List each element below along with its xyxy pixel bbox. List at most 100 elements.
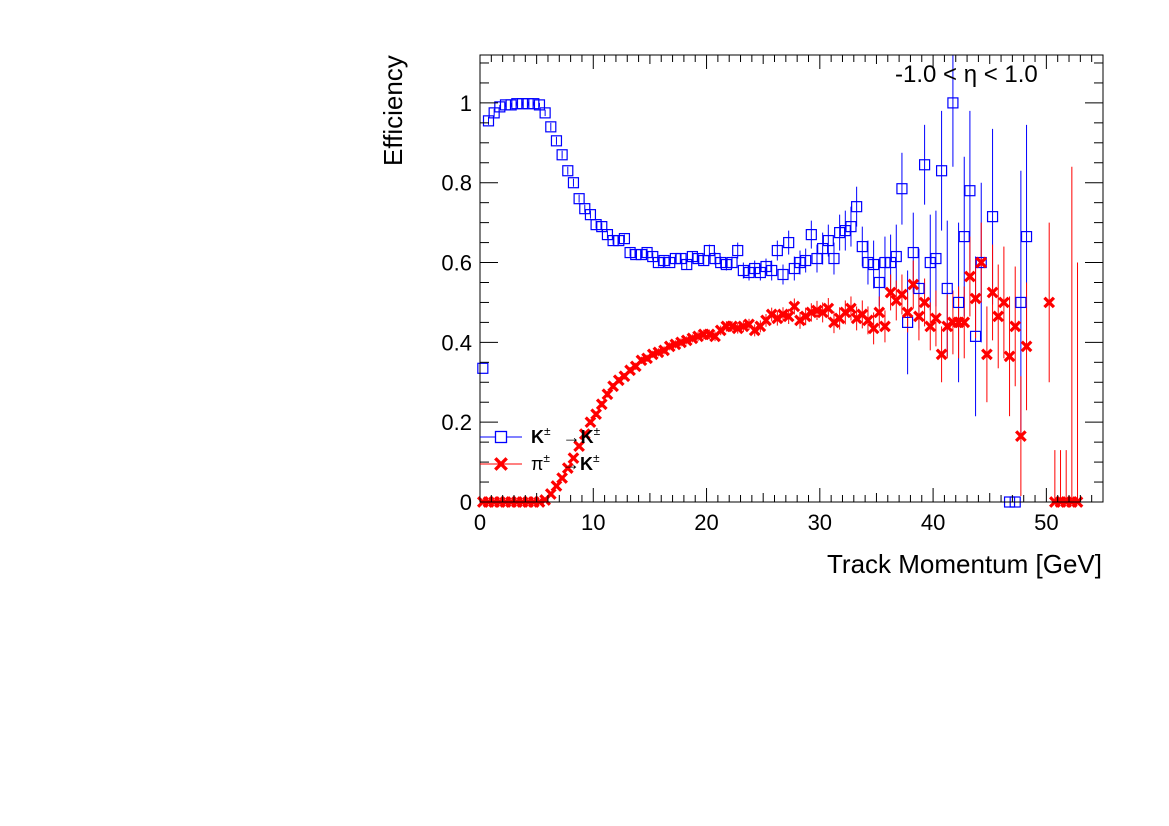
y-tick-label: 1 bbox=[460, 91, 472, 116]
y-axis-label: Efficiency bbox=[378, 55, 408, 166]
legend: K± →K± π± →K± bbox=[480, 424, 601, 474]
data-point-kaon bbox=[766, 264, 778, 277]
data-point-pion bbox=[884, 286, 897, 299]
data-point-pion bbox=[567, 452, 580, 464]
legend-label-kaon: K± →K± bbox=[531, 424, 601, 447]
data-point-kaon bbox=[624, 246, 636, 259]
legend-kaon-main: K bbox=[531, 427, 544, 447]
data-point-pion bbox=[1009, 320, 1022, 333]
data-point-kaon bbox=[839, 225, 851, 237]
data-point-kaon bbox=[828, 252, 840, 265]
data-markers bbox=[476, 97, 1084, 508]
data-point-kaon bbox=[482, 115, 495, 127]
data-point-pion bbox=[550, 480, 563, 492]
x-axis-label: Track Momentum [GeV] bbox=[827, 549, 1102, 579]
y-tick-label: 0.2 bbox=[441, 410, 472, 435]
x-tick-label: 50 bbox=[1034, 510, 1058, 535]
data-point-kaon bbox=[845, 221, 857, 233]
legend-pion-target: K bbox=[580, 454, 593, 474]
data-point-pion bbox=[573, 440, 585, 452]
data-point-pion bbox=[901, 306, 914, 319]
data-point-pion bbox=[975, 256, 988, 269]
data-point-pion bbox=[930, 312, 942, 325]
legend-kaon-target: K bbox=[581, 427, 594, 447]
data-point-kaon bbox=[947, 97, 959, 109]
data-point-kaon bbox=[771, 244, 783, 257]
data-point-kaon bbox=[1020, 230, 1033, 243]
data-point-kaon bbox=[879, 256, 891, 269]
legend-label-pion: π± →K± bbox=[531, 451, 600, 474]
data-point-kaon bbox=[930, 252, 942, 265]
data-point-pion bbox=[873, 306, 886, 319]
data-point-kaon bbox=[550, 135, 563, 147]
axis-ticks bbox=[479, 55, 1104, 503]
data-point-pion bbox=[992, 310, 1005, 323]
data-point-kaon bbox=[1015, 296, 1027, 309]
data-point-pion bbox=[590, 408, 602, 421]
data-point-kaon bbox=[698, 254, 710, 267]
x-tick-label: 20 bbox=[694, 510, 718, 535]
data-point-kaon bbox=[975, 256, 987, 269]
data-point-kaon bbox=[590, 219, 602, 231]
data-point-kaon bbox=[647, 250, 659, 263]
data-point-pion bbox=[862, 314, 874, 327]
data-point-kaon bbox=[800, 254, 812, 267]
data-point-kaon bbox=[794, 256, 806, 269]
data-point-kaon bbox=[630, 248, 642, 261]
y-tick-label: 0.4 bbox=[441, 330, 472, 355]
data-point-pion bbox=[969, 292, 982, 305]
data-point-kaon bbox=[567, 177, 580, 189]
data-point-kaon bbox=[873, 276, 885, 289]
legend-kaon-arrow: → bbox=[563, 427, 581, 447]
data-point-kaon bbox=[777, 268, 789, 281]
data-point-kaon bbox=[715, 256, 727, 269]
data-point-pion bbox=[924, 320, 937, 333]
data-point-kaon bbox=[924, 256, 936, 269]
data-point-kaon bbox=[969, 330, 982, 342]
data-point-kaon bbox=[834, 227, 846, 239]
data-point-kaon bbox=[556, 149, 568, 161]
data-point-kaon bbox=[732, 244, 744, 257]
data-point-kaon bbox=[505, 99, 517, 111]
legend-marker-kaon bbox=[494, 430, 508, 444]
data-point-kaon bbox=[805, 228, 817, 241]
data-point-pion bbox=[1015, 430, 1027, 443]
data-point-pion bbox=[879, 320, 891, 333]
x-tick-label: 10 bbox=[581, 510, 605, 535]
data-point-kaon bbox=[658, 254, 670, 267]
data-point-kaon bbox=[918, 159, 931, 171]
data-point-pion bbox=[1003, 350, 1016, 363]
legend-pion-main: π bbox=[531, 454, 543, 474]
data-point-kaon bbox=[522, 98, 534, 110]
data-point-kaon bbox=[749, 262, 761, 275]
data-point-kaon bbox=[511, 98, 523, 110]
data-point-pion bbox=[958, 316, 971, 329]
data-point-kaon bbox=[885, 256, 897, 269]
legend-kaon-target-sup: ± bbox=[594, 424, 601, 438]
data-point-pion bbox=[918, 296, 931, 309]
data-point-kaon bbox=[720, 258, 732, 271]
eta-range-annotation: -1.0 < η < 1.0 bbox=[895, 61, 1038, 88]
data-point-pion bbox=[788, 300, 801, 313]
data-point-kaon bbox=[754, 266, 766, 279]
data-point-kaon bbox=[856, 240, 868, 253]
data-point-kaon bbox=[902, 316, 914, 329]
data-point-kaon bbox=[584, 209, 597, 221]
legend-marker-pion bbox=[494, 457, 508, 471]
data-point-kaon bbox=[686, 250, 698, 263]
axis-tick-labels: 0 10 20 30 40 50 0 0.2 0.4 0.6 0.8 1 bbox=[441, 91, 1058, 535]
data-point-kaon bbox=[760, 260, 772, 273]
y-tick-label: 0.8 bbox=[441, 171, 472, 196]
data-point-kaon bbox=[726, 256, 738, 269]
data-point-pion bbox=[896, 288, 908, 301]
data-point-kaon bbox=[817, 242, 829, 255]
data-point-kaon bbox=[851, 201, 863, 213]
data-point-pion bbox=[782, 310, 795, 323]
data-point-kaon bbox=[703, 244, 715, 257]
x-tick-label: 40 bbox=[921, 510, 945, 535]
data-point-pion bbox=[561, 462, 574, 474]
data-point-pion bbox=[998, 296, 1010, 309]
data-point-pion bbox=[845, 302, 857, 315]
data-point-kaon bbox=[516, 98, 529, 110]
